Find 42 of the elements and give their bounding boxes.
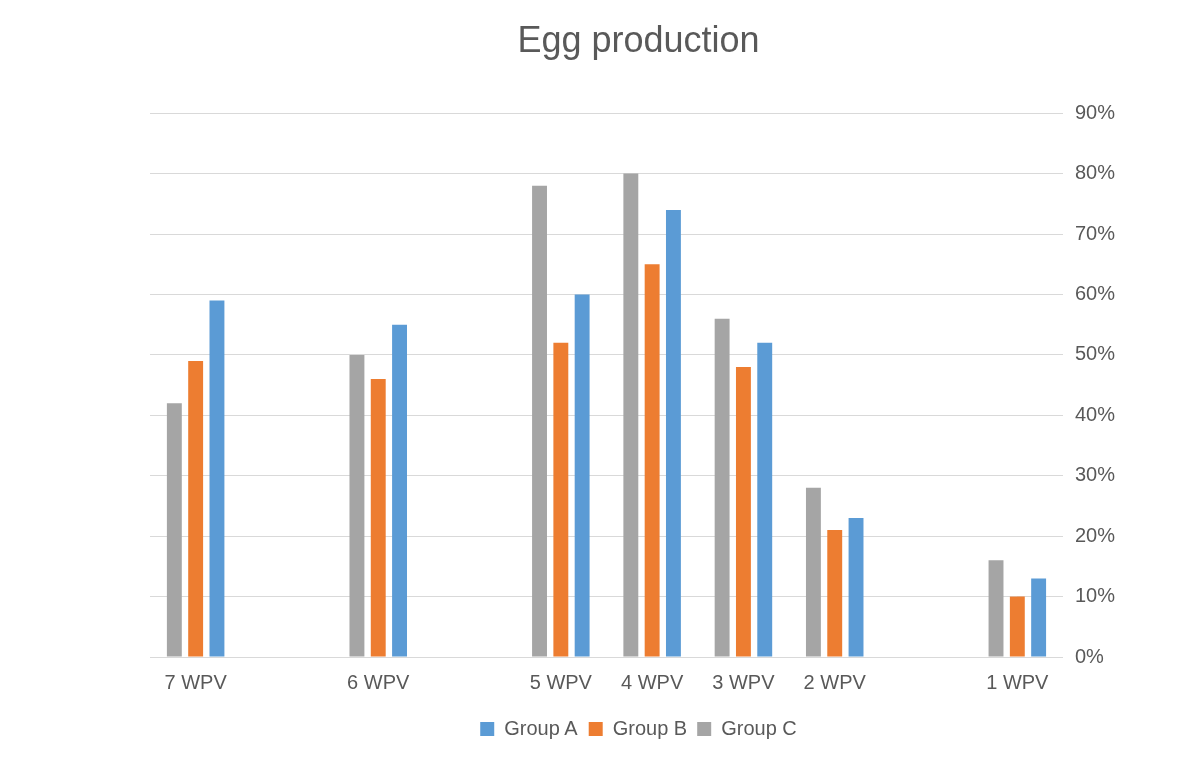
bar <box>735 366 751 657</box>
y-tick-label: 0% <box>1074 644 1105 667</box>
y-tick-label: 30% <box>1074 463 1116 486</box>
x-tick-label: 5 WPV <box>529 670 593 693</box>
chart-title: Egg production <box>517 18 760 60</box>
bar <box>644 264 660 657</box>
x-tick-label: 3 WPV <box>712 670 776 693</box>
bar <box>805 487 821 657</box>
bar <box>370 379 386 657</box>
x-tick-label: 7 WPV <box>164 670 228 693</box>
bar <box>1009 596 1025 657</box>
bar <box>623 173 639 657</box>
bar <box>532 185 547 657</box>
y-tick-label: 60% <box>1074 281 1116 304</box>
x-tick-label: 4 WPV <box>621 670 684 693</box>
bar <box>392 324 407 657</box>
y-tick-label: 40% <box>1074 402 1116 425</box>
bar <box>188 360 204 657</box>
bar <box>988 560 1004 657</box>
x-tick-label: 1 WPV <box>986 670 1050 693</box>
x-tick-label: 2 WPV <box>803 670 867 693</box>
bar <box>827 530 843 657</box>
legend-label: Group B <box>612 716 688 739</box>
bar <box>1031 578 1047 657</box>
y-tick-label: 10% <box>1074 584 1116 607</box>
legend-label: Group C <box>721 716 797 739</box>
y-tick-label: 70% <box>1074 221 1116 244</box>
x-tick-label: 6 WPV <box>347 670 411 693</box>
y-tick-label: 80% <box>1074 161 1116 184</box>
bar <box>166 403 182 657</box>
y-tick-label: 50% <box>1074 342 1116 365</box>
bar <box>209 300 225 657</box>
bar <box>553 342 569 657</box>
bar <box>574 294 590 657</box>
bar <box>848 518 864 657</box>
bar <box>714 318 730 657</box>
bar <box>665 209 681 657</box>
y-tick-label: 90% <box>1074 100 1116 123</box>
y-tick-label: 20% <box>1074 523 1116 546</box>
legend-label: Group A <box>504 716 579 739</box>
bar <box>349 354 365 657</box>
bar <box>757 342 773 657</box>
